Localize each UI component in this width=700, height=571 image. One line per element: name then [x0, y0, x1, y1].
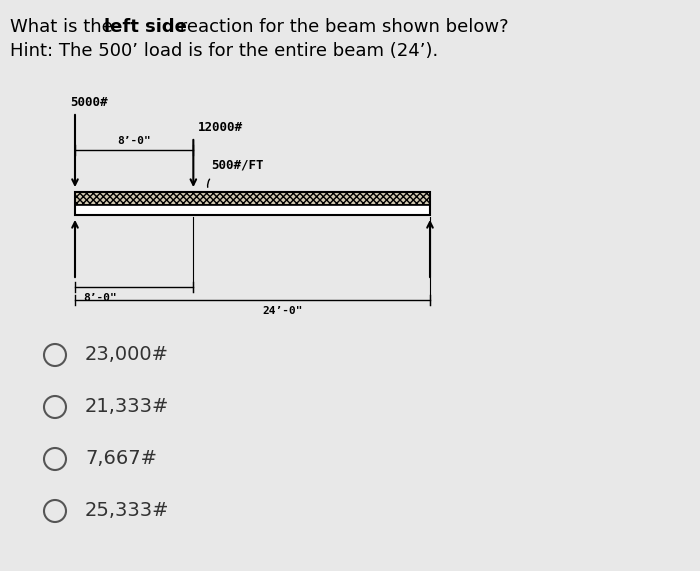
Text: 12000#: 12000# — [198, 121, 244, 134]
Text: What is the: What is the — [10, 18, 118, 36]
Text: 500#/FT: 500#/FT — [211, 159, 264, 172]
Text: left side: left side — [104, 18, 186, 36]
Text: reaction for the beam shown below?: reaction for the beam shown below? — [174, 18, 508, 36]
Text: Hint: The 500’ load is for the entire beam (24’).: Hint: The 500’ load is for the entire be… — [10, 42, 438, 60]
Bar — [75, 192, 430, 215]
Text: 8’-0": 8’-0" — [83, 293, 117, 303]
Text: 5000#: 5000# — [70, 96, 108, 109]
Text: 8’-0": 8’-0" — [118, 136, 151, 146]
Text: 25,333#: 25,333# — [85, 501, 169, 521]
Text: 24’-0": 24’-0" — [262, 306, 302, 316]
Text: 7,667#: 7,667# — [85, 449, 157, 468]
Bar — [75, 192, 430, 204]
Text: 21,333#: 21,333# — [85, 397, 169, 416]
Bar — [75, 204, 430, 215]
Text: 23,000#: 23,000# — [85, 345, 169, 364]
